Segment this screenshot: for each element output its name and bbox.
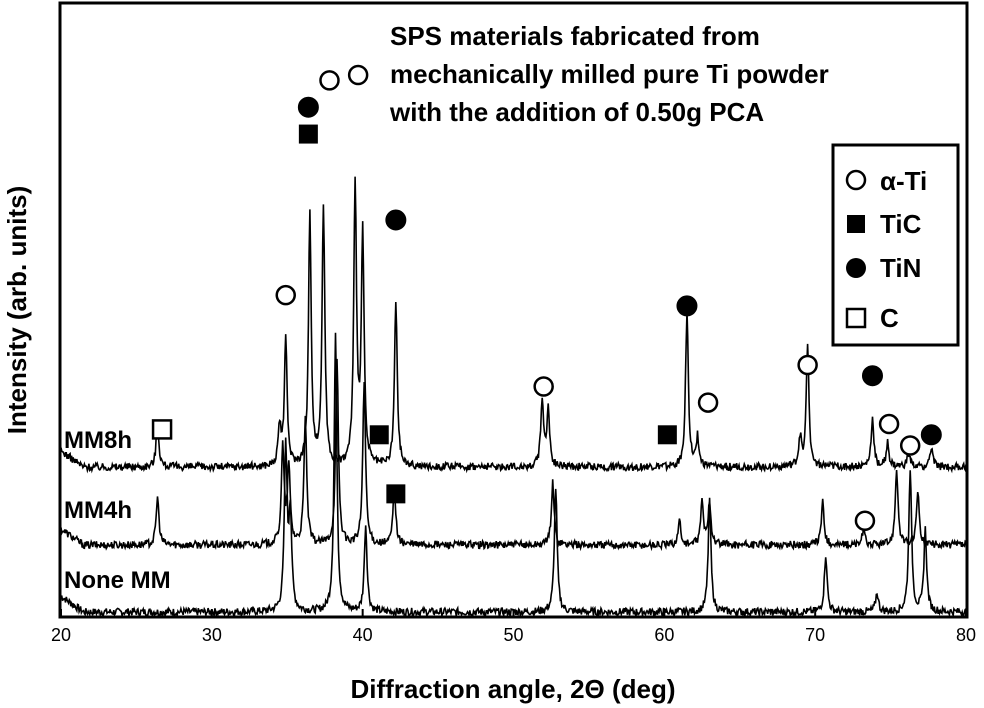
filled-square-peak-marker (657, 425, 677, 445)
series-label-none-mm: None MM (64, 567, 171, 594)
tic-marker-icon (847, 215, 865, 233)
x-tick-label: 50 (503, 625, 523, 645)
legend-label-tic: TiC (880, 209, 922, 239)
legend-label-c: C (880, 303, 899, 333)
filled-circle-peak-marker (861, 365, 883, 387)
series-line-mm8h (60, 176, 967, 474)
title-line-1: SPS materials fabricated from (390, 21, 760, 51)
chart-title: SPS materials fabricated from mechanical… (389, 21, 829, 127)
open-circle-peak-marker (899, 435, 921, 456)
peak-markers (151, 64, 942, 531)
x-axis-label: Diffraction angle, 2Θ (deg) (350, 674, 675, 704)
open-circle-peak-marker (697, 392, 719, 413)
series-label-mm4h: MM4h (64, 497, 132, 524)
tin-marker-icon (846, 258, 866, 278)
filled-circle-peak-marker (676, 295, 698, 317)
x-tick-label: 40 (353, 625, 373, 645)
open-circle-peak-marker (319, 70, 340, 91)
open-circle-peak-marker (275, 284, 296, 306)
filled-circle-peak-marker (920, 424, 942, 446)
x-tick-label: 20 (51, 625, 71, 645)
title-line-3: with the addition of 0.50g PCA (389, 97, 764, 127)
open-circle-peak-marker (347, 64, 369, 86)
x-axis-ticks: 20 30 40 50 60 70 80 (51, 609, 976, 645)
filled-square-peak-marker (386, 484, 406, 504)
x-tick-label: 60 (654, 625, 674, 645)
alpha-ti-marker-icon (845, 169, 867, 191)
open-circle-peak-marker (878, 413, 900, 435)
filled-square-peak-marker (298, 124, 318, 144)
c-marker-icon (845, 307, 867, 329)
x-tick-label: 80 (956, 625, 976, 645)
filled-square-peak-marker (369, 425, 389, 445)
open-circle-peak-marker (797, 354, 818, 376)
x-tick-label: 70 (805, 625, 825, 645)
series-line-mm4h (60, 358, 967, 552)
legend-label-alpha-ti: α-Ti (880, 166, 927, 196)
filled-circle-peak-marker (297, 96, 319, 118)
legend-label-tin: TiN (880, 253, 921, 283)
y-axis-label: Intensity (arb. units) (2, 186, 32, 434)
series-label-mm8h: MM8h (64, 427, 132, 454)
filled-circle-peak-marker (385, 209, 407, 231)
x-tick-label: 30 (202, 625, 222, 645)
open-circle-peak-marker (854, 510, 876, 531)
open-square-peak-marker (151, 419, 173, 440)
legend: α-Ti TiC TiN C (831, 143, 960, 347)
open-circle-peak-marker (533, 376, 554, 397)
title-line-2: mechanically milled pure Ti powder (390, 59, 829, 89)
plot-frame (58, 1, 969, 619)
